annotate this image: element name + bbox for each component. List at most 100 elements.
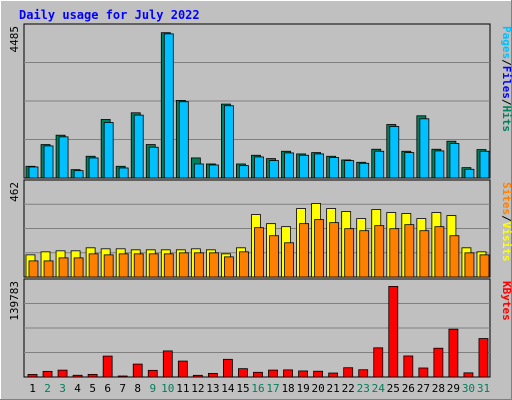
x-tick-label: 27 [417, 382, 430, 395]
bar-kbytes [238, 368, 248, 378]
bar-pages [449, 143, 460, 179]
bar-pages [269, 160, 279, 179]
bar-sites [284, 242, 294, 278]
bar-sites [133, 253, 144, 278]
x-tick-label: 7 [119, 382, 126, 395]
bar-sites [404, 224, 415, 278]
bar-kbytes [253, 371, 263, 378]
panel-kbytes: 139783 KBytes [8, 278, 512, 378]
legend-entry: / [500, 215, 512, 222]
bar-pages [163, 33, 174, 179]
bar-kbytes [418, 367, 429, 378]
bar-kbytes [433, 347, 444, 378]
legend-entry: / [500, 59, 512, 66]
bar-kbytes [192, 374, 203, 378]
x-tick-label: 26 [402, 382, 415, 395]
panel-hits-files-pages: 4485 Pages/Files/Hits [8, 23, 512, 179]
x-tick-label: 17 [266, 382, 279, 395]
y-max-label: 139783 [8, 281, 21, 321]
bar-kbytes [132, 363, 143, 378]
bar-pages [133, 114, 144, 179]
bar-kbytes [388, 286, 399, 378]
bar-sites [118, 253, 129, 278]
bar-pages [73, 170, 84, 179]
bar-pages [254, 156, 264, 179]
x-tick-label: 3 [59, 382, 66, 395]
x-tick-label: 19 [296, 382, 309, 395]
x-tick-label: 11 [176, 382, 189, 395]
bar-pages [359, 162, 370, 179]
legend-entry: Sites [500, 182, 512, 215]
bar-sites [178, 252, 189, 278]
bar-sites [58, 257, 69, 278]
bar-kbytes [343, 367, 354, 378]
bar-pages [404, 152, 415, 179]
bar-pages [103, 122, 114, 179]
chart-title: Daily usage for July 2022 [19, 8, 200, 22]
bar-kbytes [403, 355, 414, 378]
bar-sites [329, 222, 340, 278]
x-tick-label: 14 [221, 382, 235, 395]
bar-kbytes [177, 360, 188, 378]
bar-pages [284, 152, 294, 179]
x-tick-label: 18 [281, 382, 294, 395]
bar-kbytes [117, 375, 128, 378]
x-tick-label: 4 [74, 382, 81, 395]
bar-sites [299, 223, 309, 278]
bar-kbytes [328, 372, 339, 378]
x-tick-label: 21 [327, 382, 340, 395]
bar-pages [479, 150, 490, 179]
bar-kbytes [373, 347, 384, 378]
bar-sites [224, 256, 234, 278]
x-tick-label: 8 [134, 382, 141, 395]
x-tick-label: 15 [236, 382, 249, 395]
bar-sites [73, 257, 84, 278]
bar-sites [374, 225, 385, 278]
x-tick-label: 29 [447, 382, 460, 395]
bar-kbytes [102, 355, 113, 378]
bar-kbytes [463, 372, 474, 378]
bar-kbytes [147, 369, 158, 378]
bar-sites [103, 254, 114, 278]
bar-pages [58, 136, 69, 179]
x-tick-label: 1 [29, 382, 36, 395]
bar-pages [224, 105, 234, 179]
bar-pages [118, 167, 129, 179]
bar-pages [88, 157, 99, 179]
legend-entry: Pages [500, 26, 512, 59]
bar-sites [344, 228, 355, 278]
bar-kbytes [57, 369, 68, 378]
bar-kbytes [358, 369, 369, 378]
bar-pages [374, 150, 385, 179]
bar-sites [148, 253, 159, 278]
bar-pages [344, 160, 355, 179]
bar-kbytes [87, 373, 98, 378]
bar-kbytes [313, 370, 324, 378]
bar-kbytes [27, 374, 38, 378]
bar-pages [193, 163, 204, 179]
bar-kbytes [478, 338, 489, 378]
bar-sites [193, 252, 204, 278]
bar-sites [389, 228, 400, 278]
bar-pages [329, 157, 340, 179]
bar-sites [464, 252, 475, 278]
x-tick-label: 24 [372, 382, 386, 395]
legend-entry: Files [500, 66, 512, 99]
bar-kbytes [268, 369, 278, 378]
panel-visits-sites: 462 Sites/Visits [8, 179, 512, 278]
bar-pages [43, 145, 54, 179]
bar-pages [464, 168, 475, 179]
bar-sites [434, 226, 445, 278]
bar-sites [269, 235, 279, 278]
bar-pages [208, 164, 219, 179]
legend-entry: Visits [500, 222, 512, 262]
bar-sites [88, 253, 99, 278]
bar-pages [434, 150, 445, 179]
x-tick-label: 12 [191, 382, 204, 395]
x-tick-label: 2 [44, 382, 51, 395]
bar-sites [359, 230, 370, 278]
bar-pages [178, 101, 189, 179]
bar-sites [208, 252, 219, 278]
x-tick-label: 30 [462, 382, 475, 395]
